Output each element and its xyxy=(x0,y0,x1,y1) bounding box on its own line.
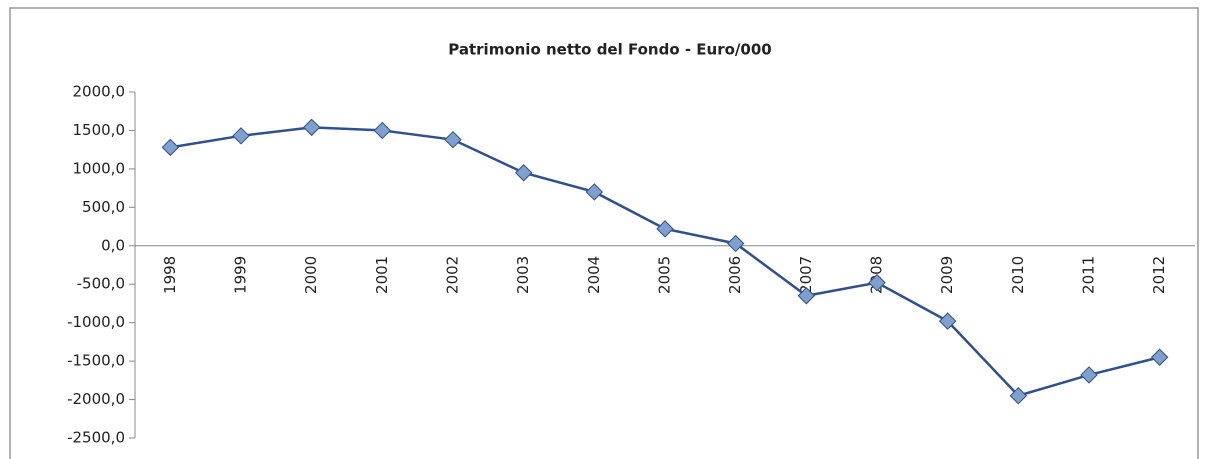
chart-frame xyxy=(9,7,1199,459)
x-tick-label: 2005 xyxy=(656,256,674,294)
x-tick-label: 2007 xyxy=(797,256,815,294)
x-tick-label: 2012 xyxy=(1150,256,1168,294)
x-tick-label: 1998 xyxy=(161,256,179,294)
y-tick-label: 1500,0 xyxy=(73,121,126,139)
marker xyxy=(797,287,816,305)
x-tick-label: 2010 xyxy=(1009,256,1027,294)
y-tick-label: -2000,0 xyxy=(67,390,125,408)
x-tick-label: 2011 xyxy=(1080,256,1098,294)
y-tick-label: 0,0 xyxy=(101,236,125,254)
marker xyxy=(373,121,392,140)
marker xyxy=(1009,387,1028,405)
y-tick-label: 500,0 xyxy=(82,198,125,216)
marker xyxy=(1080,366,1098,384)
x-tick-label: 2004 xyxy=(585,256,603,294)
y-tick-label: 2000,0 xyxy=(73,83,126,101)
marker xyxy=(585,183,604,201)
x-tick-label: 2002 xyxy=(444,256,462,294)
x-tick-label: 1999 xyxy=(232,256,250,294)
x-tick-label: 2000 xyxy=(302,256,320,294)
marker xyxy=(938,312,957,330)
y-tick-label: -1500,0 xyxy=(67,352,125,370)
marker xyxy=(161,138,180,157)
y-tick-label: -2500,0 xyxy=(67,429,125,447)
marker xyxy=(302,118,321,137)
marker xyxy=(232,127,250,145)
y-tick-label: -500,0 xyxy=(77,275,125,293)
marker xyxy=(656,220,674,238)
x-tick-label: 2001 xyxy=(373,256,391,294)
marker xyxy=(444,130,462,149)
chart-title: Patrimonio netto del Fondo - Euro/000 xyxy=(448,41,771,59)
marker xyxy=(1150,348,1169,366)
marker xyxy=(726,234,745,253)
x-tick-label: 2003 xyxy=(514,256,532,294)
marker xyxy=(868,273,886,292)
y-tick-label: -1000,0 xyxy=(67,313,125,331)
x-tick-label: 2009 xyxy=(938,256,956,294)
y-tick-label: 1000,0 xyxy=(73,159,126,177)
marker xyxy=(514,164,533,182)
x-tick-label: 2006 xyxy=(726,256,744,294)
